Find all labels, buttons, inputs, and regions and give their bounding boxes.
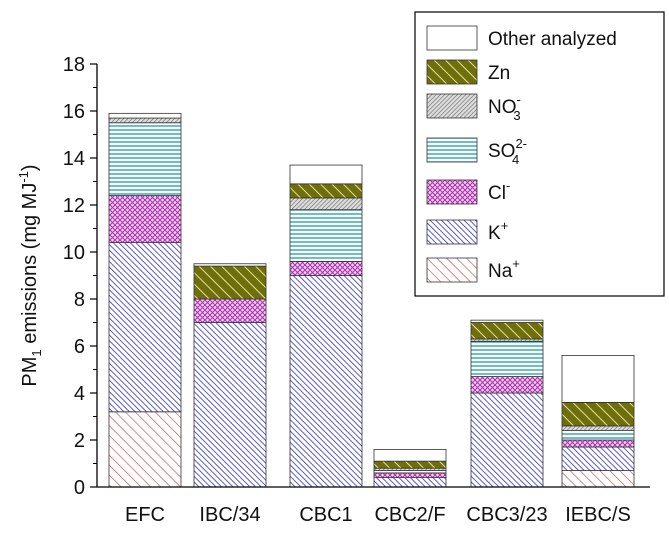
bar-segment-other bbox=[373, 448, 447, 462]
bar-segment-k bbox=[108, 242, 182, 413]
bar-segment-other bbox=[108, 112, 182, 119]
bar-stack bbox=[108, 112, 182, 488]
legend-swatch-other bbox=[426, 25, 478, 51]
bar-segment-k bbox=[373, 477, 447, 488]
bar-segment-zn bbox=[193, 265, 267, 300]
bar-segment-cl bbox=[470, 376, 544, 394]
bar-segment-other bbox=[470, 319, 544, 323]
legend-swatch-zn bbox=[426, 59, 478, 85]
x-category-label: EFC bbox=[125, 504, 165, 526]
bar-stack bbox=[289, 164, 363, 488]
legend-label-other: Other analyzed bbox=[488, 29, 617, 50]
legend-item-cl: Cl- bbox=[426, 178, 510, 205]
y-tick-label: 2 bbox=[74, 430, 85, 452]
bar-segment-cl bbox=[373, 472, 447, 478]
x-category-label: IEBC/S bbox=[565, 504, 631, 526]
bar-stack bbox=[470, 319, 544, 488]
legend-label-so4: SO2-4 bbox=[488, 136, 527, 167]
bar-segment-na bbox=[561, 470, 635, 488]
legend-swatch-k bbox=[426, 219, 478, 245]
legend-item-other: Other analyzed bbox=[426, 25, 617, 51]
bar-segment-other bbox=[193, 263, 267, 267]
bar-segment-cl bbox=[193, 298, 267, 323]
y-tick-label: 14 bbox=[63, 148, 85, 170]
bar-segment-other bbox=[561, 354, 635, 403]
legend: Other analyzed Zn NO-3 SO2-4 Cl- K+ Na+ bbox=[414, 11, 665, 297]
legend-item-na: Na+ bbox=[426, 256, 520, 283]
legend-label-cl: Cl- bbox=[488, 178, 510, 204]
y-axis-title: PM1 emissions (mg MJ-1) bbox=[16, 164, 44, 386]
bar-segment-zn bbox=[289, 183, 363, 199]
y-tick-label: 12 bbox=[63, 195, 85, 217]
x-axis-categories: EFC IBC/34 CBC1 CBC2/F CBC3/23 IEBC/S bbox=[125, 504, 631, 526]
y-tick-label: 8 bbox=[74, 289, 85, 311]
bar-segment-other bbox=[289, 164, 363, 185]
bar-segment-zn bbox=[561, 401, 635, 427]
legend-label-no3: NO-3 bbox=[488, 92, 521, 123]
x-category-label: IBC/34 bbox=[199, 504, 260, 526]
y-axis-ticks: 0 2 4 6 8 10 12 14 16 18 bbox=[63, 54, 97, 499]
y-tick-label: 6 bbox=[74, 336, 85, 358]
y-tick-label: 4 bbox=[74, 383, 85, 405]
bar-segment-zn bbox=[470, 322, 544, 340]
legend-swatch-so4 bbox=[426, 137, 478, 163]
legend-label-na: Na+ bbox=[488, 256, 520, 282]
bars-layer bbox=[108, 112, 635, 488]
bar-segment-k bbox=[193, 322, 267, 488]
bar-segment-so4 bbox=[561, 430, 635, 441]
legend-item-so4: SO2-4 bbox=[426, 136, 527, 167]
bar-segment-zn bbox=[373, 460, 447, 469]
bar-stack bbox=[561, 354, 635, 488]
bar-stack bbox=[373, 448, 447, 488]
bar-segment-cl bbox=[289, 260, 363, 276]
legend-swatch-no3 bbox=[426, 93, 478, 119]
bar-segment-no3 bbox=[108, 117, 182, 124]
bar-segment-cl bbox=[108, 195, 182, 244]
legend-label-zn: Zn bbox=[488, 63, 510, 84]
bar-segment-so4 bbox=[470, 340, 544, 377]
y-tick-label: 0 bbox=[74, 477, 85, 499]
legend-swatch-cl bbox=[426, 179, 478, 205]
legend-item-zn: Zn bbox=[426, 59, 510, 85]
bar-segment-so4 bbox=[289, 209, 363, 262]
bar-segment-cl bbox=[561, 439, 635, 448]
bar-segment-na bbox=[108, 411, 182, 488]
bar-segment-k bbox=[470, 392, 544, 488]
x-category-label: CBC2/F bbox=[374, 504, 445, 526]
x-category-label: CBC3/23 bbox=[466, 504, 547, 526]
legend-item-no3: NO-3 bbox=[426, 92, 521, 123]
bar-segment-no3 bbox=[561, 425, 635, 431]
y-tick-label: 16 bbox=[63, 101, 85, 123]
y-tick-label: 18 bbox=[63, 54, 85, 76]
legend-swatch-na bbox=[426, 257, 478, 283]
bar-segment-so4 bbox=[108, 122, 182, 196]
bar-segment-no3 bbox=[289, 197, 363, 211]
bar-segment-k bbox=[289, 275, 363, 488]
bar-stack bbox=[193, 263, 267, 488]
bar-segment-k bbox=[561, 446, 635, 471]
legend-item-k: K+ bbox=[426, 218, 508, 245]
y-tick-label: 10 bbox=[63, 242, 85, 264]
legend-label-k: K+ bbox=[488, 218, 508, 244]
x-category-label: CBC1 bbox=[299, 504, 352, 526]
